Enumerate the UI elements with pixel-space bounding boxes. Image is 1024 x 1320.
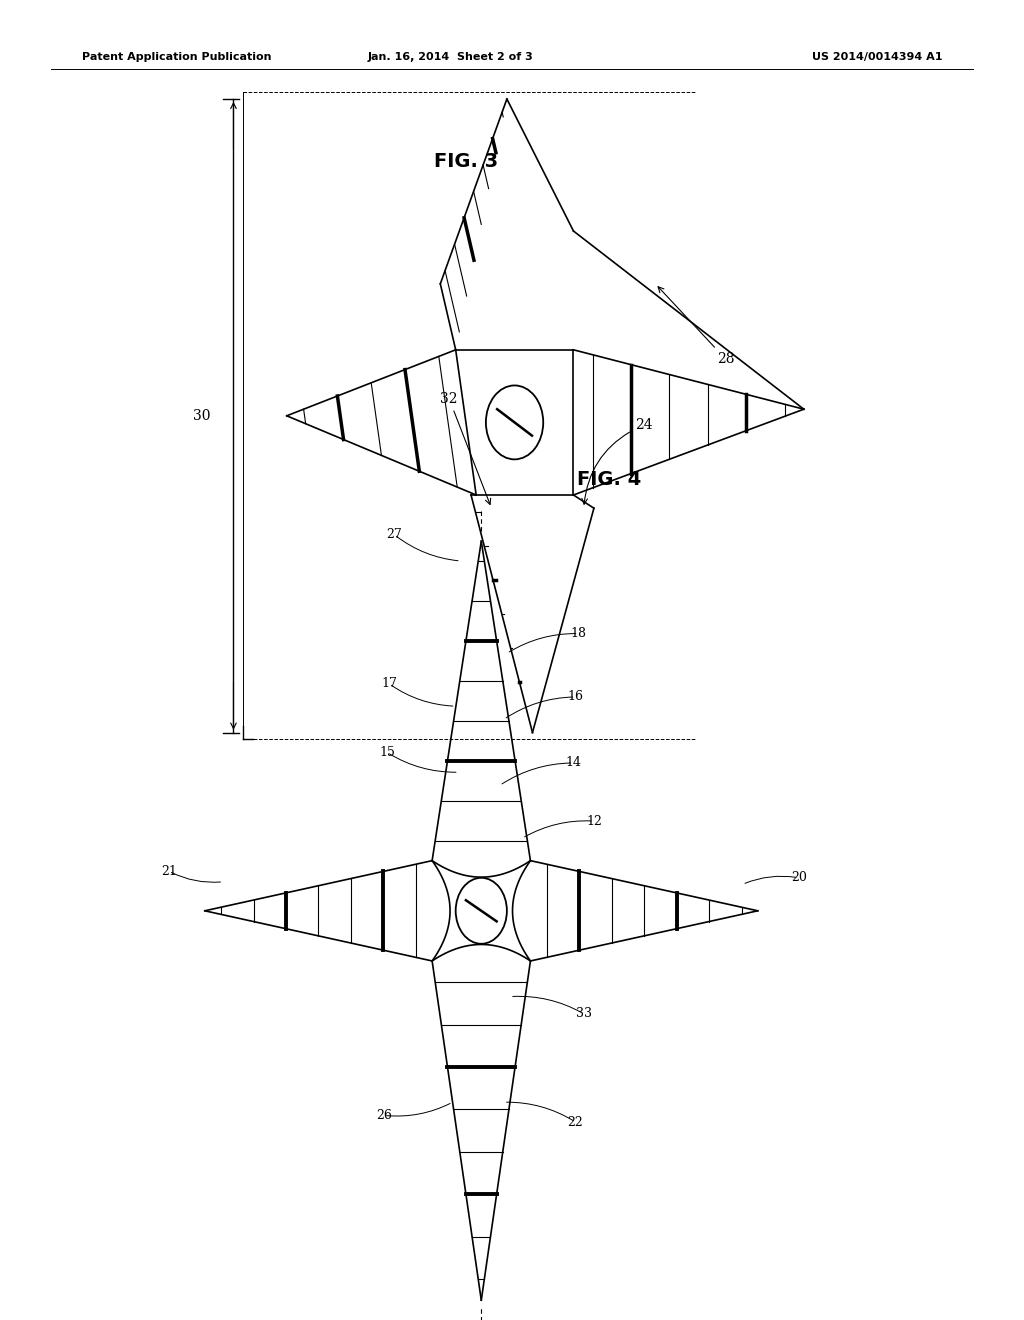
Text: 21: 21 (161, 865, 177, 878)
Text: Patent Application Publication: Patent Application Publication (82, 51, 271, 62)
Text: 22: 22 (567, 1115, 584, 1129)
Text: US 2014/0014394 A1: US 2014/0014394 A1 (812, 51, 942, 62)
Text: 20: 20 (791, 871, 807, 884)
Circle shape (456, 878, 507, 944)
Text: FIG. 3: FIG. 3 (434, 152, 498, 170)
Text: 30: 30 (194, 409, 211, 422)
Text: 32: 32 (440, 392, 490, 504)
Text: 15: 15 (379, 746, 395, 759)
Text: 26: 26 (376, 1109, 392, 1122)
Text: FIG. 4: FIG. 4 (578, 470, 641, 488)
Text: 12: 12 (586, 814, 602, 828)
Text: 16: 16 (567, 690, 584, 704)
Text: 14: 14 (565, 756, 582, 770)
Circle shape (485, 385, 543, 459)
Text: Jan. 16, 2014  Sheet 2 of 3: Jan. 16, 2014 Sheet 2 of 3 (368, 51, 534, 62)
Text: 17: 17 (381, 677, 397, 690)
Text: 18: 18 (570, 627, 587, 640)
Text: 27: 27 (386, 528, 402, 541)
Text: 33: 33 (575, 1007, 592, 1020)
Text: 24: 24 (582, 418, 652, 504)
Text: 28: 28 (658, 286, 734, 366)
